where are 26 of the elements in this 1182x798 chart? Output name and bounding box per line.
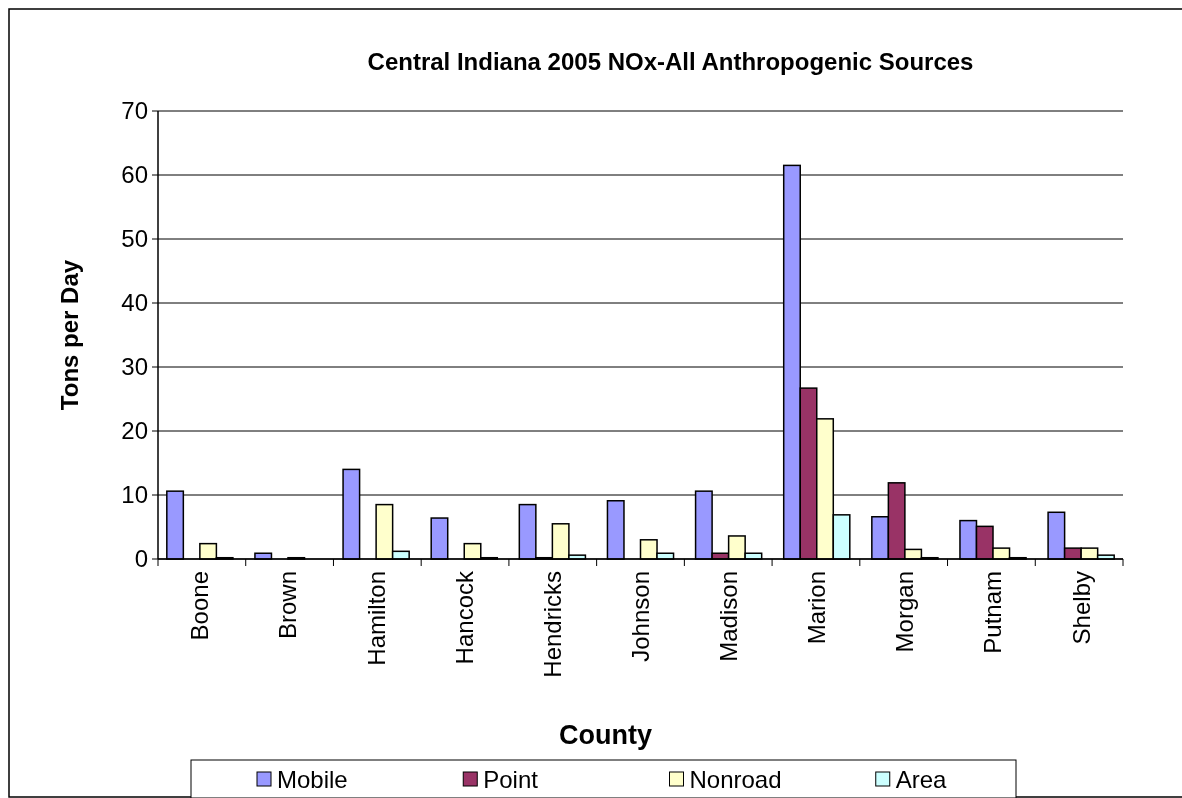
x-axis-title: County — [559, 720, 652, 750]
legend-label: Nonroad — [689, 766, 782, 794]
y-tick-label: 50 — [121, 225, 148, 253]
x-tick-label: Madison — [715, 571, 743, 662]
x-tick-label: Putnam — [979, 571, 1007, 654]
x-tick-label: Hendricks — [538, 571, 566, 678]
x-tick-label: Marion — [803, 571, 831, 645]
x-tick-label: Shelby — [1067, 571, 1095, 645]
x-tick-label: Morgan — [891, 571, 919, 653]
y-tick-label: 60 — [121, 161, 148, 189]
y-tick-label: 0 — [134, 545, 148, 573]
chart-title: Central Indiana 2005 NOx-All Anthropogenic Sources — [367, 48, 974, 75]
x-tick-label: Hamilton — [362, 571, 390, 666]
y-tick-label: 20 — [121, 417, 148, 445]
y-axis-title: Tons per Day — [56, 259, 83, 411]
x-tick-label: Hancock — [450, 570, 478, 665]
x-tick-label: Boone — [186, 571, 214, 641]
x-tick-label: Brown — [274, 571, 302, 640]
y-tick-label: 10 — [121, 481, 148, 509]
legend-label: Area — [895, 766, 948, 794]
legend-label: Point — [483, 766, 539, 794]
y-tick-label: 40 — [121, 289, 148, 317]
legend-label: Mobile — [277, 766, 348, 794]
y-tick-label: 30 — [121, 353, 148, 381]
x-tick-label: Johnson — [626, 571, 654, 662]
y-tick-label: 70 — [121, 97, 148, 125]
